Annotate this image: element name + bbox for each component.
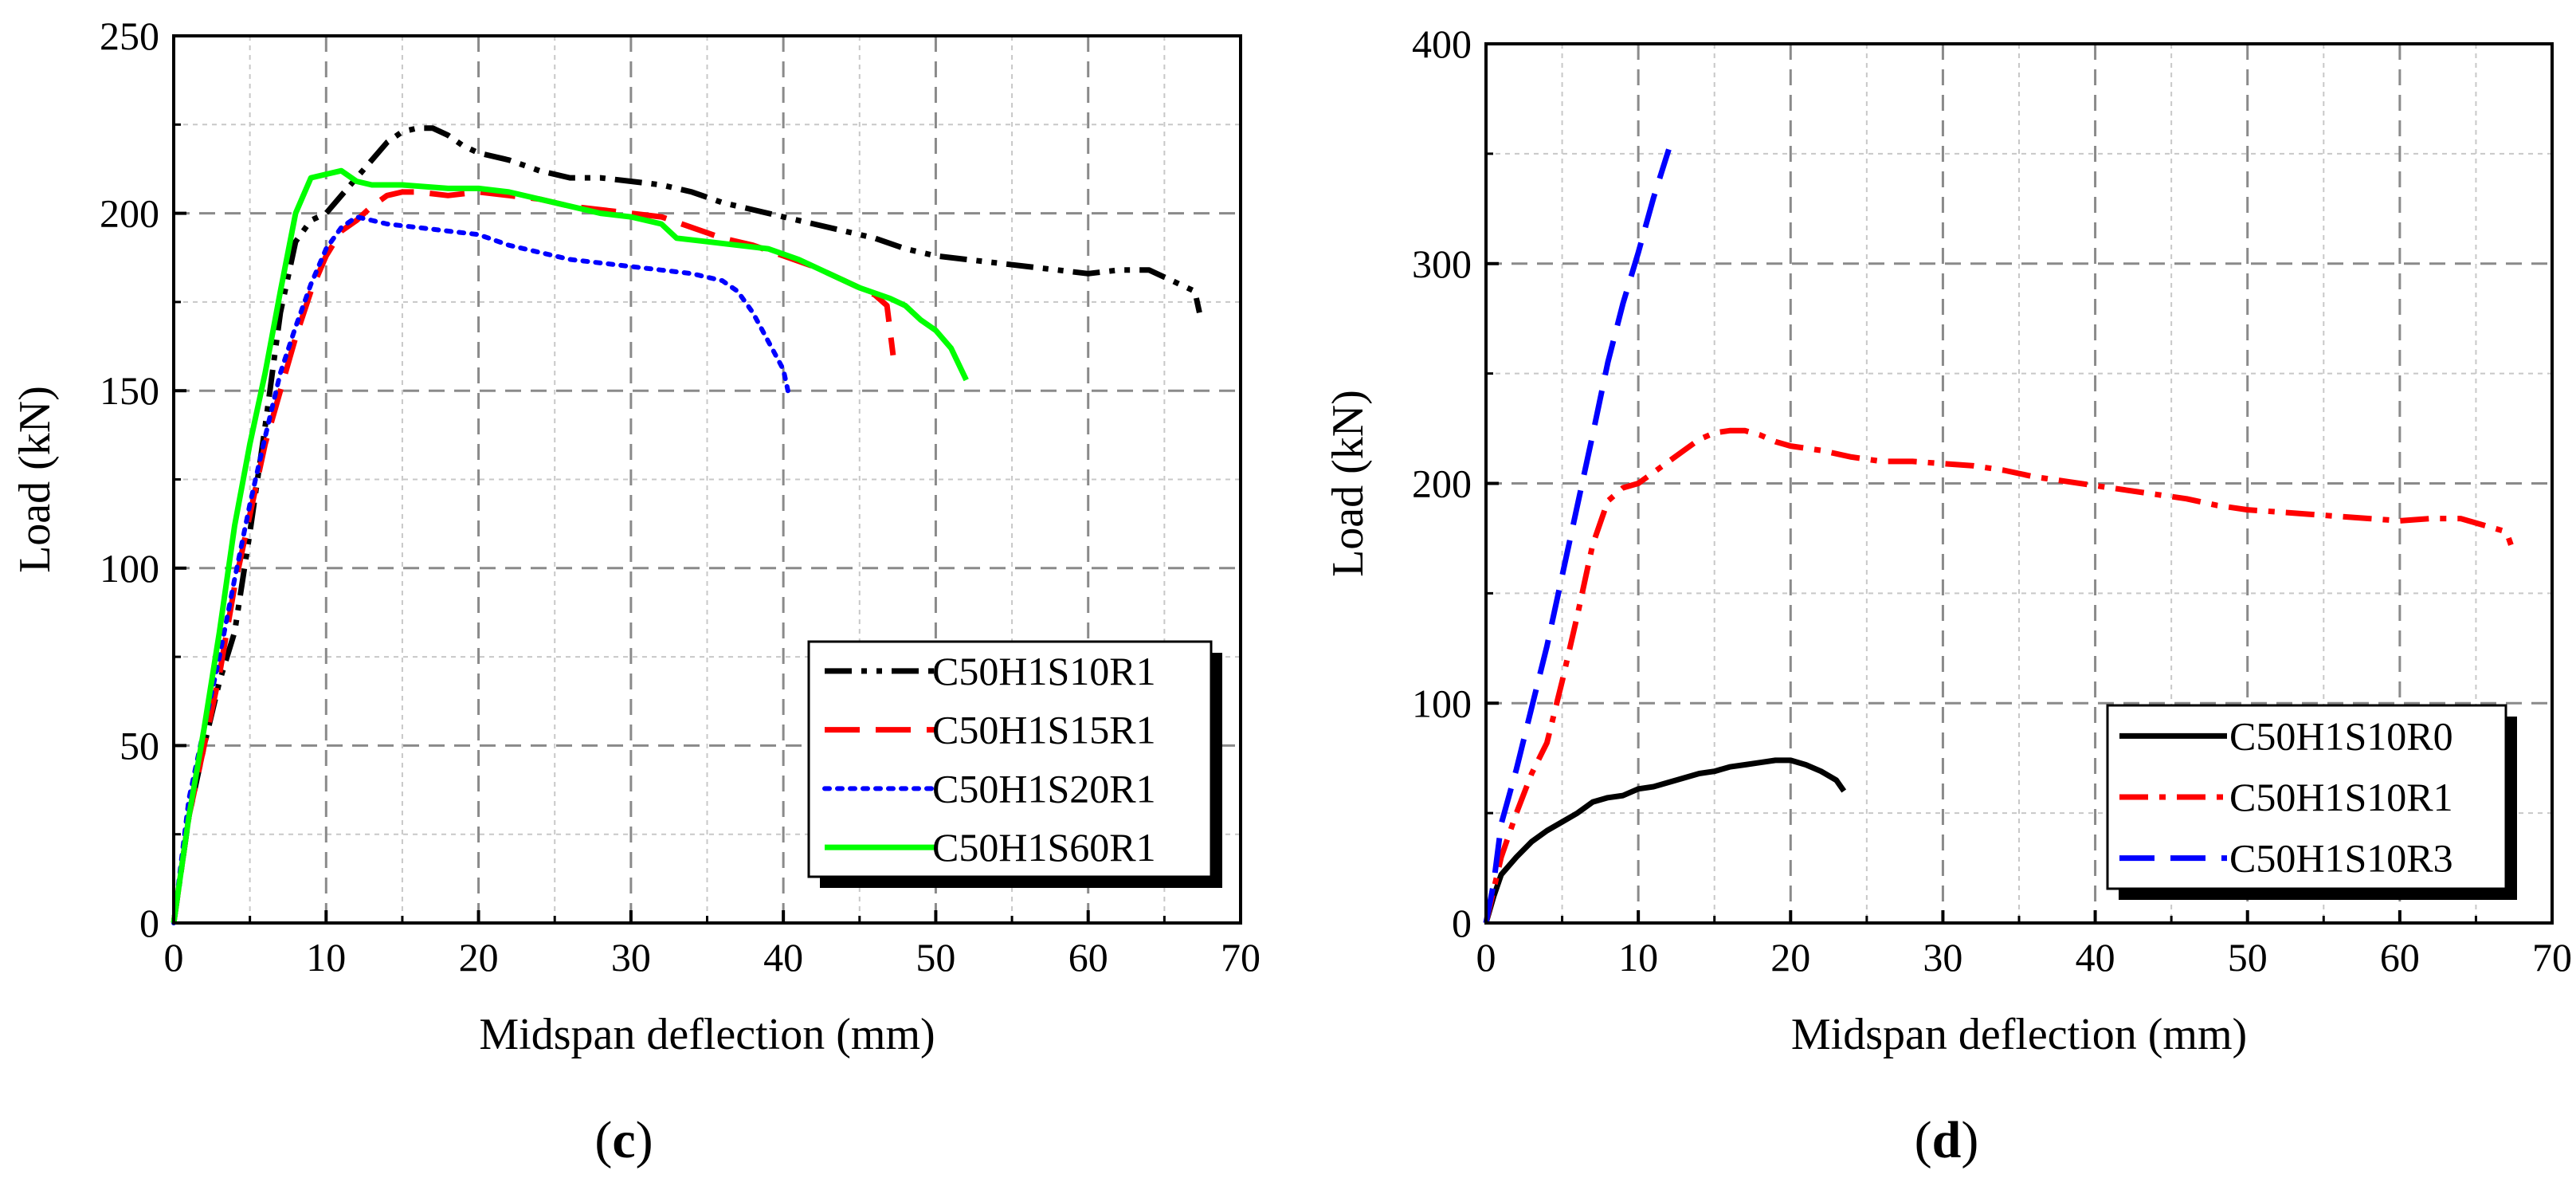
x-tick-label: 40 — [2076, 935, 2115, 980]
panel-label-open: ( — [594, 1111, 612, 1169]
x-tick-label: 60 — [1068, 935, 1108, 980]
legend: C50H1S10R1 C50H1S15R1 C50H1S20R1 C50H1S60R1 — [807, 640, 1222, 888]
major-grid — [174, 36, 1241, 923]
x-tick-label: 0 — [1476, 935, 1496, 980]
x-tick-label: 0 — [164, 935, 184, 980]
y-tick-label: 200 — [1412, 461, 1472, 506]
series-line-C50H1S10R1 — [171, 125, 1202, 924]
y-tick-label: 100 — [100, 546, 159, 591]
panel-label-close: ) — [636, 1111, 653, 1169]
y-tick-label: 100 — [1412, 681, 1472, 725]
series-line-C50H1S10R3 — [1483, 148, 1672, 924]
series-group — [1483, 148, 2514, 924]
legend-entry-label: C50H1S10R1 — [2229, 775, 2453, 819]
y-tick-label: 400 — [1412, 22, 1472, 66]
x-tick-label: 50 — [916, 935, 955, 980]
x-tick-label: 10 — [306, 935, 346, 980]
chart-panel-c: 0 10 20 30 40 50 60 70 0 50 100 150 200 250 Midspan de… — [10, 14, 1261, 1169]
series-line-C50H1S15R1 — [171, 189, 896, 924]
panel-label: (c) — [594, 1111, 653, 1169]
series-group — [171, 125, 1202, 925]
x-tick-label: 70 — [1221, 935, 1261, 980]
x-tick-label: 50 — [2228, 935, 2268, 980]
y-tick-label: 200 — [100, 191, 159, 236]
series-line-C50H1S60R1 — [171, 167, 969, 924]
legend-entry-label: C50H1S10R3 — [2229, 836, 2453, 881]
series-line-C50H1S10R0 — [1483, 757, 1847, 924]
panel-label-open: ( — [1915, 1111, 1932, 1169]
minor-grid — [1486, 44, 2552, 923]
legend-entry-label: C50H1S10R1 — [932, 649, 1156, 693]
y-tick-label: 0 — [139, 901, 159, 945]
y-axis-label: Load (kN) — [10, 386, 60, 573]
legend-entry-label: C50H1S20R1 — [932, 766, 1156, 811]
y-tick-label: 0 — [1452, 901, 1472, 945]
x-tick-label: 70 — [2532, 935, 2572, 980]
y-axis-label: Load (kN) — [1323, 390, 1373, 577]
y-tick-label: 250 — [100, 14, 159, 58]
x-tick-label: 20 — [459, 935, 499, 980]
tick-group: 0 10 20 30 40 50 60 70 0 100 200 300 400 — [1412, 22, 2572, 980]
x-tick-label: 20 — [1770, 935, 1810, 980]
legend-box — [807, 640, 1213, 878]
legend-entry-label: C50H1S10R0 — [2229, 713, 2453, 758]
panel-label-letter: c — [612, 1111, 635, 1169]
x-axis-label: Midspan deflection (mm) — [1791, 1010, 2247, 1059]
x-tick-label: 40 — [763, 935, 803, 980]
y-tick-label: 150 — [100, 368, 159, 413]
panel-label-letter: d — [1932, 1111, 1962, 1169]
panel-label: (d) — [1915, 1111, 1979, 1169]
x-tick-label: 60 — [2380, 935, 2420, 980]
x-axis-label: Midspan deflection (mm) — [479, 1010, 935, 1059]
chart-panel-d: 0 10 20 30 40 50 60 70 0 100 200 300 400 Midspan defl… — [1323, 22, 2572, 1169]
y-tick-label: 50 — [120, 723, 159, 768]
panel-label-close: ) — [1961, 1111, 1978, 1169]
x-tick-label: 30 — [1923, 935, 1962, 980]
series-line-C50H1S10R1 — [1483, 427, 2514, 924]
legend: C50H1S10R0 C50H1S10R1 C50H1S10R3 — [2106, 704, 2517, 900]
tick-group: 0 10 20 30 40 50 60 70 0 50 100 150 200 250 — [100, 14, 1261, 980]
legend-entry-label: C50H1S60R1 — [932, 825, 1156, 870]
series-line-C50H1S20R1 — [171, 214, 790, 925]
x-tick-label: 10 — [1618, 935, 1658, 980]
x-tick-label: 30 — [611, 935, 651, 980]
legend-entry-label: C50H1S15R1 — [932, 708, 1156, 752]
y-tick-label: 300 — [1412, 242, 1472, 286]
